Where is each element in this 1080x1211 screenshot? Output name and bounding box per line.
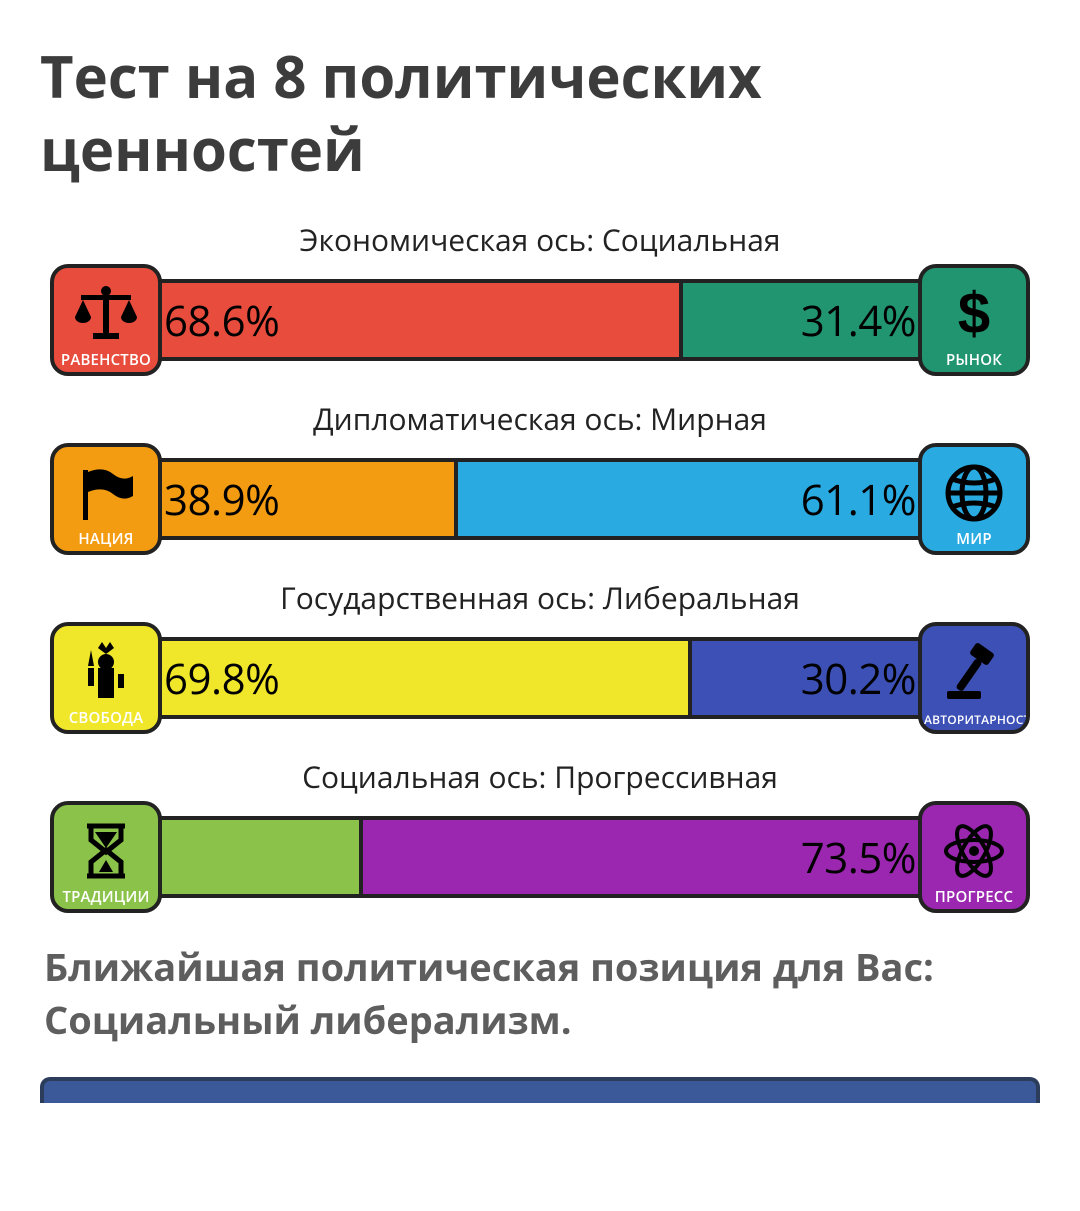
bar-segment-right: 73.5% [363,820,922,894]
endcap-label: РАВЕНСТВО [54,353,158,370]
axis-row: НАЦИЯ 38.9% 61.1% МИР [50,443,1030,555]
axis-row: РАВЕНСТВО 68.6% 31.4% $ РЫНОК [50,264,1030,376]
endcap-progress: ПРОГРЕСС [918,801,1030,913]
page-title: Тест на 8 политических ценностей [40,40,1040,185]
bar-segment-left [158,820,359,894]
flag-icon [54,453,158,532]
globe-icon [922,453,1026,532]
result-text: Ближайшая политическая позиция для Вас: … [40,941,1040,1047]
bar-value-left: 38.9% [164,471,279,528]
gavel-icon [922,632,1026,714]
bar-segment-left: 69.8% [158,641,688,715]
axis-bar: 68.6% 31.4% [158,279,922,361]
endcap-label: АВТОРИТАРНОСТЬ [922,714,1026,728]
endcap-label: МИР [922,532,1026,549]
endcap-label: СВОБОДА [54,711,158,728]
axis-bar: 73.5% [158,816,922,898]
axis-label: Дипломатическая ось: Мирная [50,398,1030,439]
bar-segment-left: 68.6% [158,283,679,357]
axis-label: Экономическая ось: Социальная [50,219,1030,260]
atom-icon [922,811,1026,890]
endcap-label: ТРАДИЦИИ [54,890,158,907]
result-value: Социальный либерализм. [44,994,572,1046]
bar-value-right: 30.2% [801,650,916,707]
bar-value-left: 69.8% [164,650,279,707]
endcap-liberty: СВОБОДА [50,622,162,734]
dollar-icon: $ [922,274,1026,353]
axis-bar: 69.8% 30.2% [158,637,922,719]
endcap-equality: РАВЕНСТВО [50,264,162,376]
bar-segment-right: 30.2% [692,641,922,715]
endcap-nation: НАЦИЯ [50,443,162,555]
axis-row: ТРАДИЦИИ 73.5% ПРОГРЕСС [50,801,1030,913]
endcap-label: НАЦИЯ [54,532,158,549]
axes-container: Экономическая ось: Социальная РАВЕНСТВО … [40,219,1040,913]
svg-text:$: $ [958,283,990,345]
result-prefix: Ближайшая политическая позиция для Вас: [44,941,934,993]
footer-bar [40,1077,1040,1103]
endcap-label: ПРОГРЕСС [922,890,1026,907]
axis-row: СВОБОДА 69.8% 30.2% АВТОРИТАРНОСТЬ [50,622,1030,734]
bar-segment-right: 31.4% [683,283,922,357]
bar-segment-left: 38.9% [158,462,454,536]
axis-economic: Экономическая ось: Социальная РАВЕНСТВО … [50,219,1030,376]
bar-value-left: 68.6% [164,292,279,349]
bar-value-right: 73.5% [801,829,916,886]
endcap-world: МИР [918,443,1030,555]
axis-bar: 38.9% 61.1% [158,458,922,540]
bar-value-right: 31.4% [801,292,916,349]
axis-social: Социальная ось: Прогрессивная ТРАДИЦИИ 7… [50,756,1030,913]
axis-label: Государственная ось: Либеральная [50,577,1030,618]
endcap-market: $ РЫНОК [918,264,1030,376]
liberty-icon [54,632,158,711]
axis-label: Социальная ось: Прогрессивная [50,756,1030,797]
endcap-label: РЫНОК [922,353,1026,370]
endcap-tradition: ТРАДИЦИИ [50,801,162,913]
bar-value-right: 61.1% [801,471,916,528]
endcap-authority: АВТОРИТАРНОСТЬ [918,622,1030,734]
bar-segment-right: 61.1% [458,462,922,536]
axis-state: Государственная ось: Либеральная СВОБОДА… [50,577,1030,734]
axis-diplomatic: Дипломатическая ось: Мирная НАЦИЯ 38.9% … [50,398,1030,555]
hourglass-icon [54,811,158,890]
scales-icon [54,274,158,353]
